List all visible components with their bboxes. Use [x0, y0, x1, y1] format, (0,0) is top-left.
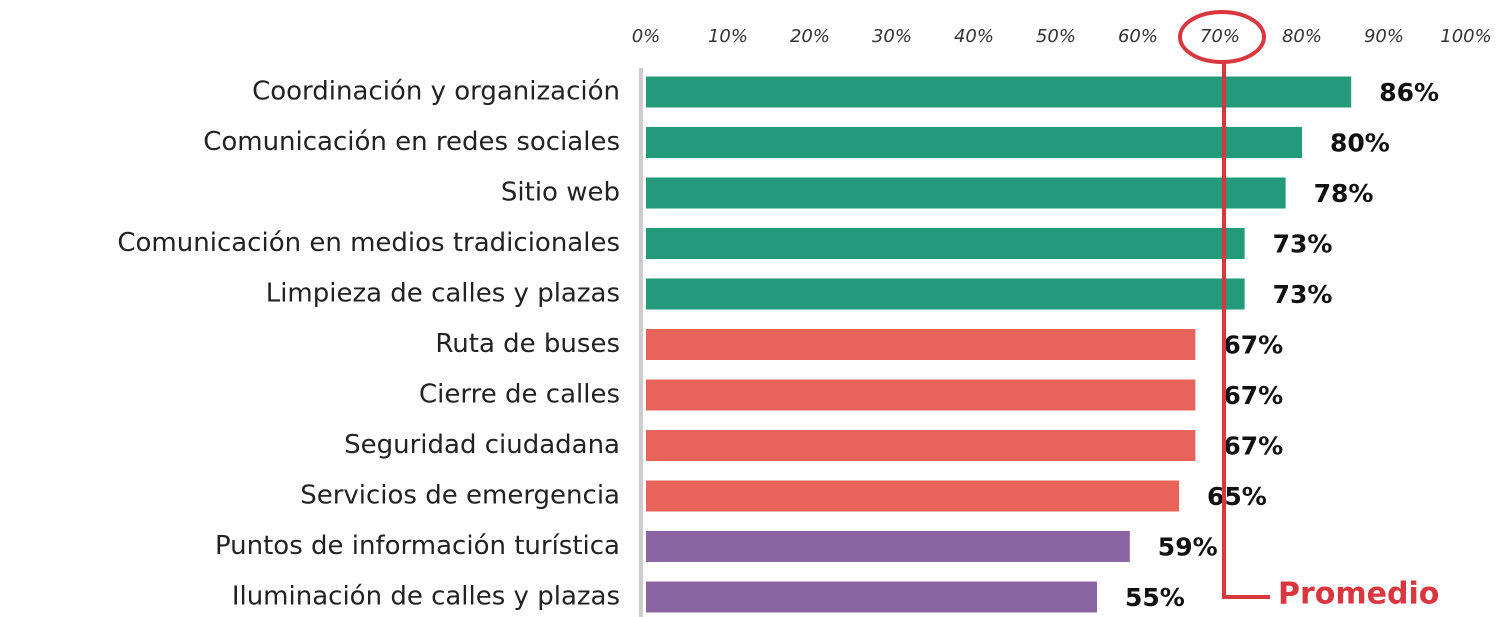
- value-label: 78%: [1314, 179, 1374, 208]
- x-tick-label: 30%: [872, 26, 912, 47]
- reference-label: Promedio: [1278, 577, 1439, 612]
- bar: [646, 531, 1130, 562]
- value-label: 67%: [1223, 331, 1283, 360]
- x-tick-label: 40%: [954, 26, 994, 47]
- bar: [646, 329, 1196, 360]
- bar: [646, 76, 1352, 108]
- category-label: Cierre de calles: [419, 380, 620, 410]
- bar: [646, 480, 1179, 512]
- value-label: 73%: [1273, 280, 1333, 309]
- category-label: Coordinación y organización: [252, 77, 620, 107]
- x-tick-label: 60%: [1118, 26, 1158, 47]
- value-label: 67%: [1223, 432, 1283, 461]
- x-tick-label: 20%: [790, 26, 830, 47]
- category-label: Sitio web: [501, 178, 620, 208]
- value-label: 73%: [1273, 230, 1333, 259]
- category-label: Limpieza de calles y plazas: [266, 279, 620, 309]
- bar: [646, 177, 1286, 209]
- bar: [646, 581, 1097, 613]
- category-label: Iluminación de calles y plazas: [232, 582, 620, 612]
- value-label: 86%: [1379, 78, 1439, 107]
- value-label: 67%: [1223, 381, 1283, 410]
- category-label: Seguridad ciudadana: [344, 430, 620, 460]
- category-label: Servicios de emergencia: [300, 481, 620, 511]
- x-tick-label: 90%: [1364, 26, 1404, 47]
- value-label: 65%: [1207, 482, 1267, 511]
- category-label: Comunicación en redes sociales: [203, 127, 620, 157]
- bar: [646, 430, 1196, 461]
- category-label: Puntos de información turística: [215, 531, 620, 561]
- value-label: 59%: [1158, 533, 1218, 562]
- value-label: 55%: [1125, 583, 1185, 612]
- x-tick-label: 0%: [632, 26, 661, 47]
- value-label: 80%: [1330, 129, 1390, 158]
- bar: [646, 228, 1245, 259]
- x-tick-label: 10%: [708, 26, 748, 47]
- x-tick-label: 50%: [1036, 26, 1076, 47]
- bar: [646, 278, 1245, 310]
- bar: [646, 379, 1196, 411]
- reference-line: [1222, 60, 1270, 599]
- x-tick-label: 80%: [1282, 26, 1322, 47]
- bar: [646, 127, 1302, 158]
- x-tick-label: 100%: [1440, 26, 1491, 47]
- category-label: Ruta de buses: [435, 329, 620, 359]
- x-tick-label: 70%: [1200, 26, 1240, 47]
- category-label: Comunicación en medios tradicionales: [117, 228, 620, 258]
